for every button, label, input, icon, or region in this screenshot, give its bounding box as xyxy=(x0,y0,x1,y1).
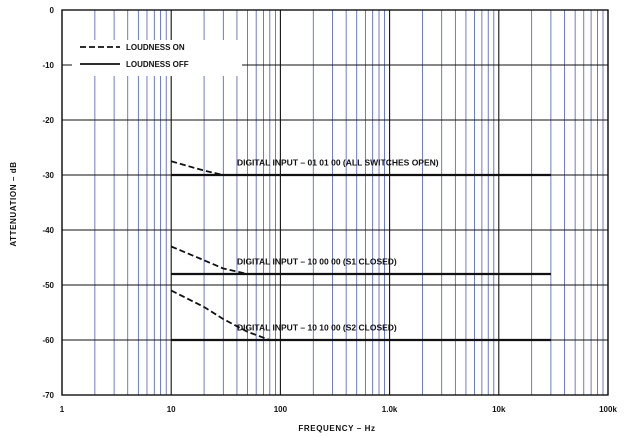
legend-label-loudness-on: LOUDNESS ON xyxy=(126,43,185,52)
x-axis-label: FREQUENCY – Hz xyxy=(298,424,375,433)
series-layer xyxy=(170,160,551,342)
series-line-loudness-on xyxy=(170,245,248,275)
curve-annotation: DIGITAL INPUT – 10 00 00 (S1 CLOSED) xyxy=(237,257,397,267)
x-tick-label: 10k xyxy=(492,405,506,414)
y-tick-labels: 0 -10 -20 -30 -40 -50 -60 -70 xyxy=(42,6,54,400)
y-tick-label: -10 xyxy=(42,61,54,70)
y-tick-label: -40 xyxy=(42,226,54,235)
curve-annotation: DIGITAL INPUT – 01 01 00 (ALL SWITCHES O… xyxy=(237,158,439,168)
y-tick-label: -30 xyxy=(42,171,54,180)
y-tick-label: -20 xyxy=(42,116,54,125)
curve-annotation: DIGITAL INPUT – 10 10 00 (S2 CLOSED) xyxy=(237,323,397,333)
y-axis-label: ATTENUATION – dB xyxy=(9,161,18,246)
annotation-layer: DIGITAL INPUT – 01 01 00 (ALL SWITCHES O… xyxy=(237,158,439,333)
x-tick-label: 1 xyxy=(60,405,65,414)
x-tick-labels: 1 10 100 1.0k 10k 100k xyxy=(60,405,618,414)
x-tick-label: 1.0k xyxy=(382,405,398,414)
legend-label-loudness-off: LOUDNESS OFF xyxy=(126,60,189,69)
y-tick-label: -50 xyxy=(42,281,54,290)
x-tick-label: 10 xyxy=(167,405,176,414)
y-tick-label: 0 xyxy=(50,6,55,15)
y-tick-label: -60 xyxy=(42,336,54,345)
y-tick-label: -70 xyxy=(42,391,54,400)
x-tick-label: 100 xyxy=(274,405,288,414)
series-line-loudness-on xyxy=(170,289,271,341)
series-line-loudness-on xyxy=(170,160,224,176)
plot-frame xyxy=(61,9,609,396)
x-tick-label: 100k xyxy=(599,405,617,414)
legend: LOUDNESS ON LOUDNESS OFF xyxy=(72,40,242,76)
